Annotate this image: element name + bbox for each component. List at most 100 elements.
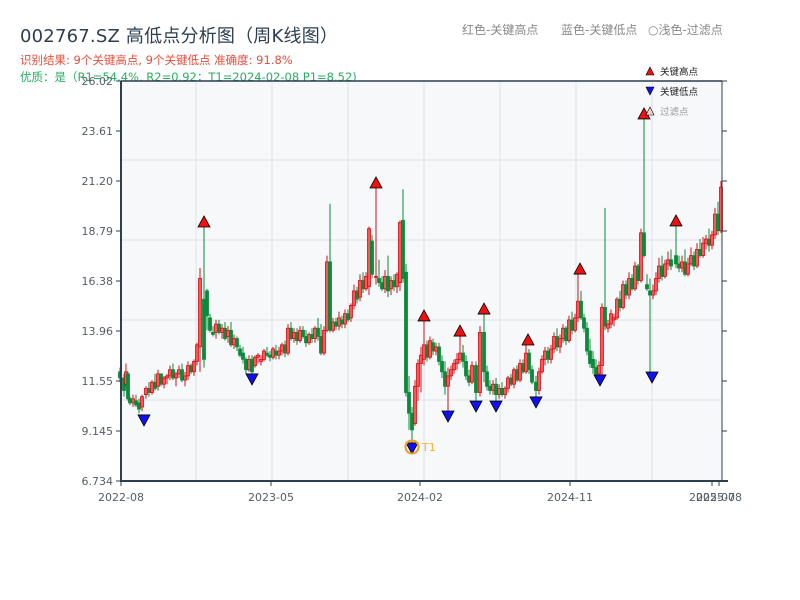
candle-body xyxy=(683,261,687,275)
note-filtered: ○浅色-过滤点 xyxy=(648,23,723,37)
candle-body xyxy=(494,383,498,395)
candle-body xyxy=(624,284,628,296)
candle-body xyxy=(389,280,393,290)
legend-label: 关键低点 xyxy=(660,86,699,98)
candle-body xyxy=(398,222,402,283)
candle-body xyxy=(280,344,284,352)
candle-body xyxy=(518,363,522,381)
candle-body xyxy=(374,275,378,278)
candle-body xyxy=(298,329,302,342)
legend-filtered-icon xyxy=(645,106,655,116)
candle-body xyxy=(126,373,130,400)
candle-body xyxy=(530,369,534,383)
key-high-marker xyxy=(573,262,587,275)
candle-body xyxy=(689,255,693,265)
candle-body xyxy=(232,338,236,346)
candle-body xyxy=(698,249,702,257)
candle-body xyxy=(449,369,453,377)
candle-body xyxy=(253,356,257,366)
candle-body xyxy=(458,352,462,360)
key-high-marker xyxy=(669,214,683,227)
candle-body xyxy=(180,369,184,381)
candle-body xyxy=(558,338,562,348)
candle-body xyxy=(189,365,193,373)
candle-body xyxy=(512,369,516,385)
candle-body xyxy=(474,365,478,393)
candle-body xyxy=(657,265,661,279)
key-high-marker xyxy=(453,324,467,337)
candle-body xyxy=(289,327,293,339)
candle-body xyxy=(307,334,311,344)
candle-body xyxy=(428,340,432,358)
candle-body xyxy=(669,259,673,267)
candle-body xyxy=(301,329,305,337)
candle-body xyxy=(582,317,586,329)
candle-body xyxy=(603,307,607,327)
candle-body xyxy=(567,319,571,342)
candle-body xyxy=(322,329,326,354)
candle-body xyxy=(564,327,568,342)
candle-body xyxy=(549,348,553,360)
candle-body xyxy=(147,387,151,393)
candle-body xyxy=(364,275,368,290)
candle-body xyxy=(262,350,266,360)
candle-body xyxy=(455,358,459,364)
candle-body xyxy=(325,261,329,331)
candle-body xyxy=(431,342,435,352)
candle-body xyxy=(316,327,320,337)
y-tick-label: 23.61 xyxy=(82,125,114,138)
candle-body xyxy=(131,398,135,404)
candle-body xyxy=(192,361,196,373)
axes: 26.02 23.61 21.20 18.79 16.38 13.96 11.55 9.145… xyxy=(82,75,742,504)
candle-body xyxy=(524,352,528,373)
x-tick-label: 2025-08 xyxy=(696,491,742,504)
candle-body xyxy=(168,369,172,377)
key-low-marker xyxy=(593,374,607,387)
legend-high-icon xyxy=(645,66,655,76)
candle-body xyxy=(165,375,169,379)
candle-body xyxy=(346,313,350,321)
candle-body xyxy=(229,329,233,346)
candle-body xyxy=(600,307,604,366)
candle-body xyxy=(247,358,251,371)
candle-body xyxy=(241,352,245,360)
candle-body xyxy=(202,298,206,360)
y-tick-label: 26.02 xyxy=(82,75,114,88)
candle-body xyxy=(413,385,417,425)
candle-body xyxy=(343,313,347,325)
candle-body xyxy=(183,375,187,381)
candle-body xyxy=(328,261,332,331)
candle-body xyxy=(701,242,705,257)
candle-body xyxy=(128,398,132,404)
candle-body xyxy=(485,371,489,387)
candle-body xyxy=(319,336,323,354)
candle-body xyxy=(150,381,154,393)
candle-body xyxy=(292,331,296,339)
candle-body xyxy=(618,298,622,308)
candle-body xyxy=(461,352,465,362)
key-low-marker xyxy=(441,410,455,423)
x-tick-label: 2024-02 xyxy=(397,491,443,504)
candle-body xyxy=(660,265,664,277)
candle-body xyxy=(645,284,649,290)
candle-body xyxy=(334,321,338,327)
t1-ring xyxy=(404,439,420,455)
key-low-marker xyxy=(469,400,483,413)
candle-body xyxy=(217,323,221,333)
candle-body xyxy=(208,317,212,331)
candle-body xyxy=(349,305,353,319)
candle-body xyxy=(666,259,670,265)
candle-body xyxy=(277,350,281,356)
candle-body xyxy=(386,275,390,292)
candle-body xyxy=(380,282,384,290)
candle-body xyxy=(144,387,148,395)
key-high-marker xyxy=(369,176,383,189)
candle-body xyxy=(710,234,714,246)
t1-label: T1 xyxy=(421,441,436,454)
candle-body xyxy=(416,363,420,387)
candle-body xyxy=(704,238,708,244)
candle-body xyxy=(205,290,209,317)
candle-body xyxy=(198,278,202,348)
candle-body xyxy=(340,319,344,325)
candle-body xyxy=(283,344,287,354)
